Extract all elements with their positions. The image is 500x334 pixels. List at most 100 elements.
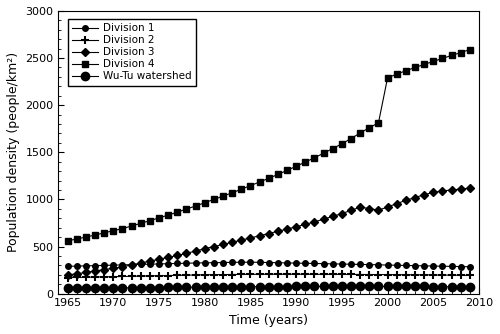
Division 4 (440, 56, 446, 60)
Wu-Tu watershed (339, 284, 345, 288)
Wu-Tu watershed (248, 285, 254, 289)
Division 4 (330, 147, 336, 151)
Division 3 (430, 190, 436, 194)
Division 2 (147, 274, 153, 278)
Legend: Division 1, Division 2, Division 3, Division 4, Wu-Tu watershed: Division 1, Division 2, Division 3, Divi… (68, 19, 196, 86)
Wu-Tu watershed (403, 284, 409, 288)
Division 4 (339, 142, 345, 146)
Division 1 (430, 264, 436, 268)
Division 2 (120, 275, 126, 279)
Division 2 (174, 273, 180, 277)
Division 3 (403, 198, 409, 202)
Division 1 (128, 263, 134, 267)
Division 1 (403, 264, 409, 268)
Division 4 (192, 204, 198, 208)
Division 4 (412, 65, 418, 69)
Division 3 (357, 205, 363, 209)
Division 1 (330, 262, 336, 266)
Division 4 (174, 210, 180, 214)
Division 2 (284, 272, 290, 276)
Wu-Tu watershed (165, 286, 171, 290)
Division 2 (403, 273, 409, 277)
Division 2 (192, 273, 198, 277)
Division 3 (421, 193, 427, 197)
Division 4 (156, 216, 162, 220)
Division 3 (192, 249, 198, 253)
Division 1 (92, 264, 98, 268)
Division 4 (266, 176, 272, 180)
Division 4 (430, 59, 436, 63)
Division 3 (348, 208, 354, 212)
Division 1 (165, 262, 171, 266)
Division 1 (339, 262, 345, 266)
Wu-Tu watershed (330, 284, 336, 288)
Division 3 (412, 195, 418, 199)
Wu-Tu watershed (74, 286, 80, 290)
Division 2 (165, 274, 171, 278)
Division 2 (412, 273, 418, 277)
Division 3 (458, 187, 464, 191)
Division 4 (284, 168, 290, 172)
Division 1 (184, 261, 190, 265)
Division 4 (220, 194, 226, 198)
Division 1 (202, 261, 207, 265)
Division 2 (110, 275, 116, 279)
Division 1 (174, 262, 180, 266)
Division 1 (467, 265, 473, 269)
Division 1 (458, 265, 464, 269)
Line: Division 3: Division 3 (65, 185, 472, 278)
Division 3 (128, 263, 134, 267)
Division 3 (238, 238, 244, 242)
Division 1 (220, 261, 226, 265)
Division 3 (312, 220, 318, 224)
Wu-Tu watershed (83, 286, 89, 290)
Division 3 (339, 211, 345, 215)
Division 4 (128, 224, 134, 228)
Division 2 (238, 273, 244, 277)
Division 4 (101, 231, 107, 235)
Division 4 (376, 121, 382, 125)
Line: Division 4: Division 4 (64, 46, 474, 244)
Division 3 (320, 217, 326, 221)
Wu-Tu watershed (421, 285, 427, 289)
Division 1 (101, 264, 107, 268)
Division 1 (394, 263, 400, 267)
Division 4 (74, 237, 80, 241)
Wu-Tu watershed (448, 285, 454, 289)
Wu-Tu watershed (275, 285, 281, 289)
Wu-Tu watershed (376, 284, 382, 288)
Division 1 (248, 260, 254, 264)
Division 3 (92, 269, 98, 273)
Line: Wu-Tu watershed: Wu-Tu watershed (64, 282, 474, 293)
Division 2 (448, 273, 454, 277)
Division 3 (120, 265, 126, 269)
Wu-Tu watershed (266, 285, 272, 289)
Division 2 (394, 273, 400, 277)
Line: Division 2: Division 2 (64, 270, 474, 282)
Division 4 (320, 151, 326, 155)
Division 4 (275, 172, 281, 176)
Division 4 (248, 184, 254, 188)
Division 1 (448, 265, 454, 269)
Wu-Tu watershed (174, 285, 180, 289)
Division 1 (320, 262, 326, 266)
Division 4 (120, 226, 126, 230)
Division 4 (348, 137, 354, 141)
Division 4 (448, 53, 454, 57)
Division 3 (165, 256, 171, 260)
Division 4 (83, 235, 89, 239)
Division 2 (220, 273, 226, 277)
Division 3 (101, 268, 107, 272)
Division 2 (357, 273, 363, 277)
Division 3 (293, 225, 299, 229)
Division 1 (229, 260, 235, 264)
Division 2 (348, 273, 354, 277)
Division 2 (339, 273, 345, 277)
Division 2 (156, 274, 162, 278)
Division 4 (366, 126, 372, 130)
Division 2 (312, 272, 318, 276)
Division 4 (458, 50, 464, 54)
Division 1 (120, 263, 126, 267)
Division 1 (293, 261, 299, 265)
Division 3 (110, 266, 116, 270)
